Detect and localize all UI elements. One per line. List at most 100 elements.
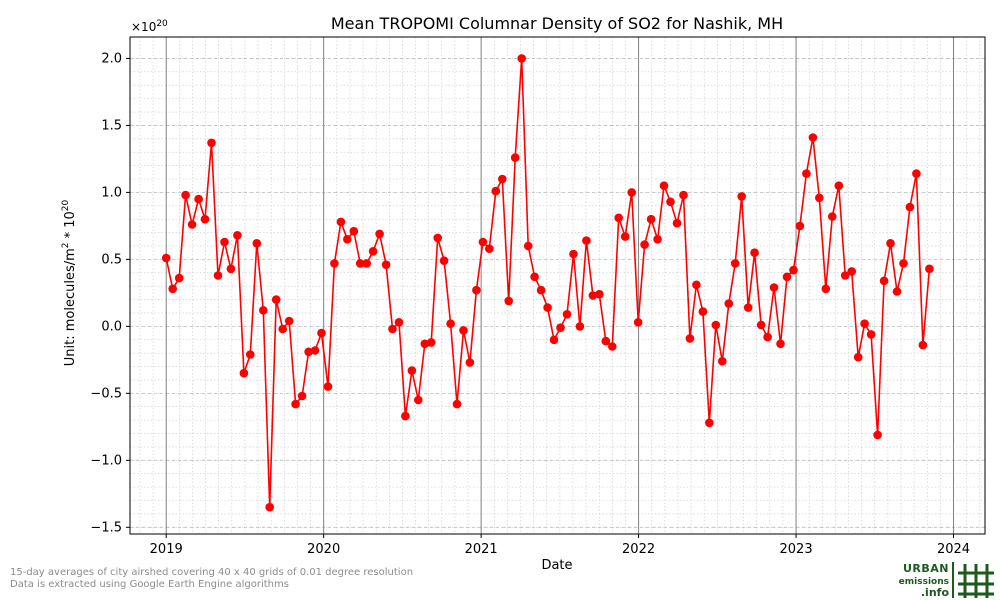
- data-point: [737, 192, 746, 201]
- data-point: [815, 193, 824, 203]
- y-axis-label-mid: * 10: [63, 211, 78, 242]
- data-point: [368, 247, 378, 256]
- data-point: [388, 324, 397, 334]
- data-point: [420, 339, 430, 349]
- urban-emissions-logo: URBAN emissions .info: [899, 562, 994, 599]
- data-point: [491, 186, 501, 196]
- data-point: [446, 319, 455, 329]
- data-point: [543, 303, 552, 312]
- data-point: [168, 284, 177, 294]
- data-point: [252, 239, 262, 248]
- y-tick-label: 2.0: [101, 51, 122, 66]
- y-tick-label: 1.0: [101, 185, 122, 200]
- data-point: [899, 259, 908, 268]
- data-point: [510, 153, 520, 162]
- data-point: [840, 271, 850, 280]
- data-point: [886, 239, 895, 248]
- y-axis-label-exp1: 2: [61, 243, 71, 249]
- data-point: [724, 299, 734, 308]
- data-point: [601, 336, 611, 346]
- data-point: [452, 399, 462, 409]
- data-point: [323, 382, 333, 391]
- data-point: [304, 347, 313, 357]
- data-point: [653, 235, 662, 244]
- data-point: [659, 181, 669, 190]
- data-point: [925, 264, 934, 274]
- data-point: [750, 248, 759, 257]
- data-point: [207, 138, 216, 148]
- data-point: [433, 233, 443, 243]
- y-tick-label: −1.5: [90, 520, 122, 535]
- data-point: [705, 418, 714, 428]
- data-point: [562, 310, 572, 319]
- data-point: [317, 328, 326, 338]
- x-tick-label: 2020: [307, 542, 340, 557]
- x-tick-label: 2021: [465, 542, 498, 557]
- data-point: [614, 213, 623, 223]
- y-tick-label: −1.0: [90, 453, 122, 468]
- data-point: [174, 273, 184, 283]
- data-point: [259, 306, 268, 315]
- data-point: [233, 231, 242, 240]
- data-point: [802, 169, 811, 178]
- data-point: [226, 264, 236, 274]
- x-tick-label: 2019: [150, 542, 183, 557]
- data-point: [866, 330, 876, 339]
- data-point: [310, 346, 320, 355]
- offset-label: ×1020: [131, 19, 168, 34]
- data-point: [666, 197, 675, 207]
- data-point: [595, 289, 604, 299]
- data-point: [187, 220, 197, 229]
- data-point: [698, 307, 708, 316]
- data-point: [336, 217, 346, 227]
- x-tick-label: 2023: [780, 542, 813, 557]
- data-point: [918, 340, 928, 350]
- data-point: [789, 265, 798, 275]
- data-point: [834, 181, 844, 190]
- data-point: [394, 318, 404, 327]
- data-point: [763, 332, 772, 342]
- data-point: [194, 194, 203, 204]
- data-point: [375, 229, 384, 239]
- data-point: [498, 174, 507, 184]
- data-point: [549, 335, 559, 345]
- data-point: [795, 221, 805, 231]
- data-point: [627, 188, 636, 197]
- data-point: [905, 202, 915, 212]
- data-point: [692, 280, 701, 290]
- plot-frame: [129, 36, 986, 535]
- data-point: [912, 169, 921, 178]
- data-point: [569, 249, 578, 259]
- chart-title: Mean TROPOMI Columnar Density of SO2 for…: [331, 14, 783, 33]
- data-point: [640, 240, 649, 249]
- logo-text-info: .info: [921, 586, 950, 599]
- data-point: [291, 399, 300, 409]
- grid: [130, 37, 985, 534]
- data-point: [465, 358, 475, 367]
- data-point: [246, 350, 255, 359]
- data-point: [756, 320, 766, 330]
- data-point: [213, 271, 223, 280]
- data-point: [672, 218, 682, 228]
- data-point: [646, 214, 656, 224]
- y-tick-label: −0.5: [90, 386, 122, 401]
- data-point: [620, 232, 630, 241]
- data-point: [536, 285, 546, 295]
- data-point: [459, 326, 468, 335]
- data-point: [517, 54, 526, 63]
- y-axis-label-prefix: Unit: molecules/m: [63, 248, 78, 366]
- data-point: [200, 214, 210, 224]
- data-point: [730, 259, 740, 268]
- data-point: [485, 244, 494, 253]
- data-point: [588, 291, 598, 300]
- data-point: [808, 133, 818, 142]
- data-point: [879, 276, 889, 286]
- footnote-1: 15-day averages of city airshed covering…: [10, 567, 414, 578]
- data-point: [575, 322, 585, 331]
- data-point: [860, 319, 869, 329]
- data-point: [847, 267, 856, 276]
- data-point: [220, 237, 229, 247]
- hash-icon: [958, 564, 994, 598]
- data-point: [414, 395, 423, 405]
- data-point: [782, 272, 792, 282]
